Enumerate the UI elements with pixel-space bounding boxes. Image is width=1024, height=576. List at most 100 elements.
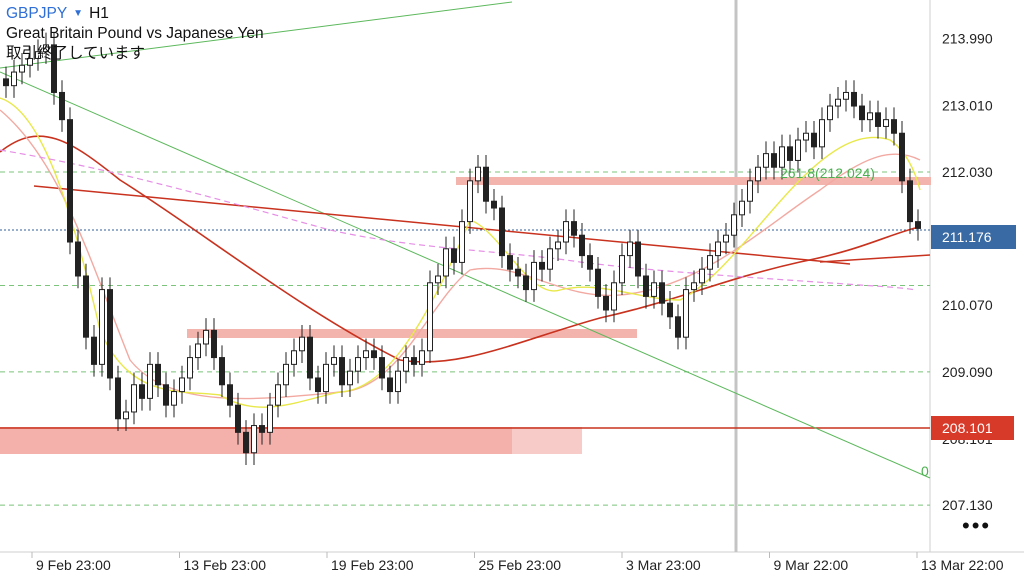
candle-body[interactable] [867, 112, 873, 121]
candle-body[interactable] [211, 329, 217, 359]
candles[interactable] [3, 32, 921, 465]
candle-body[interactable] [131, 384, 137, 413]
candle-body[interactable] [539, 261, 545, 270]
candle-body[interactable] [739, 200, 745, 216]
candle-body[interactable] [331, 357, 337, 365]
candle-body[interactable] [603, 295, 609, 311]
candle-body[interactable] [19, 64, 25, 73]
candle-body[interactable] [675, 316, 681, 338]
candle-body[interactable] [283, 363, 289, 386]
candle-body[interactable] [579, 234, 585, 257]
candle-body[interactable] [715, 241, 721, 257]
candle-body[interactable] [123, 411, 129, 420]
candle-body[interactable] [195, 343, 201, 359]
candle-body[interactable] [275, 384, 281, 406]
candle-body[interactable] [435, 275, 441, 284]
candle-body[interactable] [323, 363, 329, 393]
candle-body[interactable] [251, 425, 257, 454]
candle-body[interactable] [67, 119, 73, 243]
candle-body[interactable] [35, 51, 41, 59]
candle-body[interactable] [491, 200, 497, 209]
candle-body[interactable] [395, 370, 401, 393]
candle-body[interactable] [355, 357, 361, 372]
candle-body[interactable] [819, 119, 825, 148]
candle-body[interactable] [795, 139, 801, 161]
candle-body[interactable] [171, 391, 177, 406]
candle-body[interactable] [339, 357, 345, 386]
candle-body[interactable] [891, 119, 897, 134]
candle-body[interactable] [707, 255, 713, 270]
candle-body[interactable] [915, 221, 921, 229]
candle-body[interactable] [459, 221, 465, 263]
candle-body[interactable] [379, 357, 385, 379]
candle-body[interactable] [587, 255, 593, 270]
candle-body[interactable] [555, 241, 561, 250]
symbol-selector[interactable]: GBPJPY ▼ H1 [6, 4, 264, 24]
candle-body[interactable] [451, 248, 457, 263]
candle-body[interactable] [771, 153, 777, 168]
candle-body[interactable] [91, 336, 97, 365]
candle-body[interactable] [507, 255, 513, 270]
candle-body[interactable] [787, 146, 793, 161]
candle-body[interactable] [683, 289, 689, 338]
candle-body[interactable] [803, 132, 809, 141]
candle-body[interactable] [875, 112, 881, 127]
candle-body[interactable] [267, 404, 273, 433]
candle-body[interactable] [363, 350, 369, 359]
candle-body[interactable] [499, 207, 505, 257]
candle-body[interactable] [187, 357, 193, 379]
candle-body[interactable] [227, 384, 233, 406]
candle-body[interactable] [3, 78, 9, 87]
candle-body[interactable] [371, 350, 377, 359]
candle-body[interactable] [859, 105, 865, 121]
candle-body[interactable] [827, 105, 833, 121]
candle-body[interactable] [179, 377, 185, 393]
candle-body[interactable] [779, 146, 785, 168]
red-trendline-extension[interactable] [819, 254, 931, 263]
candle-body[interactable] [651, 282, 657, 297]
candle-body[interactable] [811, 132, 817, 148]
candle-body[interactable] [163, 384, 169, 406]
candle-body[interactable] [571, 221, 577, 236]
candle-body[interactable] [443, 248, 449, 277]
candle-body[interactable] [83, 275, 89, 338]
candle-body[interactable] [27, 57, 33, 66]
candle-body[interactable] [627, 241, 633, 257]
fib-zone[interactable] [456, 177, 931, 185]
candle-body[interactable] [259, 425, 265, 433]
symbol-label[interactable]: GBPJPY [6, 5, 68, 22]
candle-body[interactable] [523, 275, 529, 291]
candle-body[interactable] [299, 336, 305, 352]
candle-body[interactable] [755, 166, 761, 182]
green-trendline-upper[interactable] [0, 1, 513, 69]
candle-body[interactable] [595, 268, 601, 297]
candle-body[interactable] [467, 180, 473, 223]
candle-body[interactable] [691, 282, 697, 291]
candle-body[interactable] [699, 268, 705, 284]
candle-body[interactable] [243, 431, 249, 454]
candle-body[interactable] [11, 71, 17, 87]
support-resistance-zones[interactable] [0, 177, 931, 454]
candle-body[interactable] [115, 377, 121, 420]
candle-body[interactable] [611, 282, 617, 311]
candle-body[interactable] [75, 241, 81, 277]
candle-body[interactable] [643, 275, 649, 297]
candle-body[interactable] [219, 357, 225, 386]
candle-body[interactable] [483, 166, 489, 202]
candle-body[interactable] [427, 282, 433, 352]
candle-body[interactable] [667, 302, 673, 318]
candle-body[interactable] [203, 329, 209, 345]
candle-body[interactable] [43, 44, 49, 53]
candle-body[interactable] [731, 214, 737, 236]
chevron-down-icon[interactable]: ▼ [73, 8, 84, 19]
red-trendline[interactable] [33, 185, 851, 265]
candle-body[interactable] [147, 363, 153, 399]
candle-body[interactable] [563, 221, 569, 243]
candle-body[interactable] [531, 261, 537, 291]
candle-body[interactable] [107, 289, 113, 379]
candle-body[interactable] [747, 180, 753, 202]
candle-body[interactable] [635, 241, 641, 277]
candle-body[interactable] [883, 119, 889, 127]
candle-body[interactable] [843, 91, 849, 100]
